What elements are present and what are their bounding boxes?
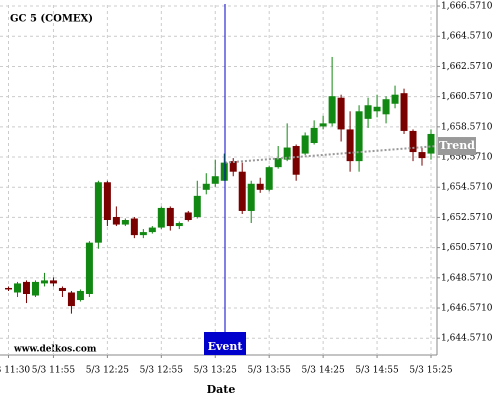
candle-body xyxy=(112,216,120,225)
y-tick-label: 1,644.5710 xyxy=(441,334,493,344)
trend-label-box xyxy=(438,137,476,156)
event-label-box xyxy=(204,332,246,355)
candle-body xyxy=(193,195,201,217)
candle-body xyxy=(400,93,408,131)
candle-body xyxy=(256,183,264,190)
y-tick-label: 1,654.5710 xyxy=(441,183,493,193)
y-tick-label: 1,650.5710 xyxy=(441,243,493,253)
candle-body xyxy=(184,212,192,221)
candle-body xyxy=(103,182,111,221)
candle-body xyxy=(58,287,66,291)
candle-body xyxy=(49,280,57,284)
candle-body xyxy=(202,183,210,190)
candle-body xyxy=(40,280,48,284)
candle-body xyxy=(391,94,399,104)
candle-body xyxy=(5,287,12,290)
candle-body xyxy=(85,242,93,294)
candle-body xyxy=(301,135,309,154)
x-tick-label: 5/3 14:25 xyxy=(301,366,345,376)
candle-body xyxy=(337,97,345,130)
candle-body xyxy=(319,123,327,127)
candle-body xyxy=(382,99,390,115)
candle-body xyxy=(130,218,138,236)
x-tick-label: 5/3 13:55 xyxy=(248,366,292,376)
candle-body xyxy=(67,292,75,307)
candle-body xyxy=(283,147,291,160)
candle-body xyxy=(76,290,84,301)
event-label: Event xyxy=(208,340,244,353)
trend-label: Trend xyxy=(439,139,475,152)
x-tick-label: 5/3 13:25 xyxy=(194,366,238,376)
candle-body xyxy=(346,129,354,162)
candle-body xyxy=(211,176,219,184)
x-tick-label: 5/3 15:25 xyxy=(409,366,453,376)
y-tick-label: 1,664.5710 xyxy=(441,32,493,42)
candle-body xyxy=(265,167,273,190)
candle-body xyxy=(238,171,246,211)
chart-title: GC 5 (COMEX) xyxy=(10,14,93,25)
candle-body xyxy=(229,161,237,172)
y-tick-label: 1,660.5710 xyxy=(441,92,493,102)
y-tick-label: 1,646.5710 xyxy=(441,304,493,314)
candle-body xyxy=(139,232,147,236)
y-tick-label: 1,662.5710 xyxy=(441,62,493,72)
candle-body xyxy=(427,133,435,154)
candle-body xyxy=(22,281,30,294)
candle-body xyxy=(364,105,372,119)
y-tick-label: 1,666.5710 xyxy=(441,2,493,12)
y-tick-label: 1,658.5710 xyxy=(441,122,493,132)
watermark: www.delkos.com xyxy=(13,345,97,355)
x-tick-label: 5/3 12:55 xyxy=(140,366,184,376)
trend-line xyxy=(224,145,438,164)
candle-body xyxy=(328,96,336,124)
candle-body xyxy=(166,207,174,227)
x-axis-title: Date xyxy=(207,383,236,396)
candle-body xyxy=(31,281,39,296)
candle-body xyxy=(175,223,183,227)
candle-body xyxy=(274,158,282,168)
y-tick-label: 1,656.5710 xyxy=(441,153,493,163)
y-tick-label: 1,652.5710 xyxy=(441,213,493,223)
candle-body xyxy=(247,183,255,211)
x-tick-label: 5/3 12:25 xyxy=(86,366,130,376)
x-tick-label: 5/3 11:30 xyxy=(0,366,30,376)
candle-body xyxy=(94,182,102,243)
candle-body xyxy=(310,127,318,144)
y-tick-label: 1,648.5710 xyxy=(441,273,493,283)
candle-body xyxy=(418,152,426,159)
candle-body xyxy=(157,207,165,228)
x-tick-label: 5/3 11:55 xyxy=(32,366,76,376)
candle-body xyxy=(13,283,21,293)
candle-body xyxy=(409,130,417,153)
candle-body xyxy=(121,220,129,225)
x-tick-label: 5/3 14:55 xyxy=(355,366,399,376)
candle-body xyxy=(148,227,156,233)
candle-body xyxy=(220,162,228,181)
candle-body xyxy=(292,146,300,175)
candle-body xyxy=(355,111,363,162)
candle-body xyxy=(373,106,381,112)
